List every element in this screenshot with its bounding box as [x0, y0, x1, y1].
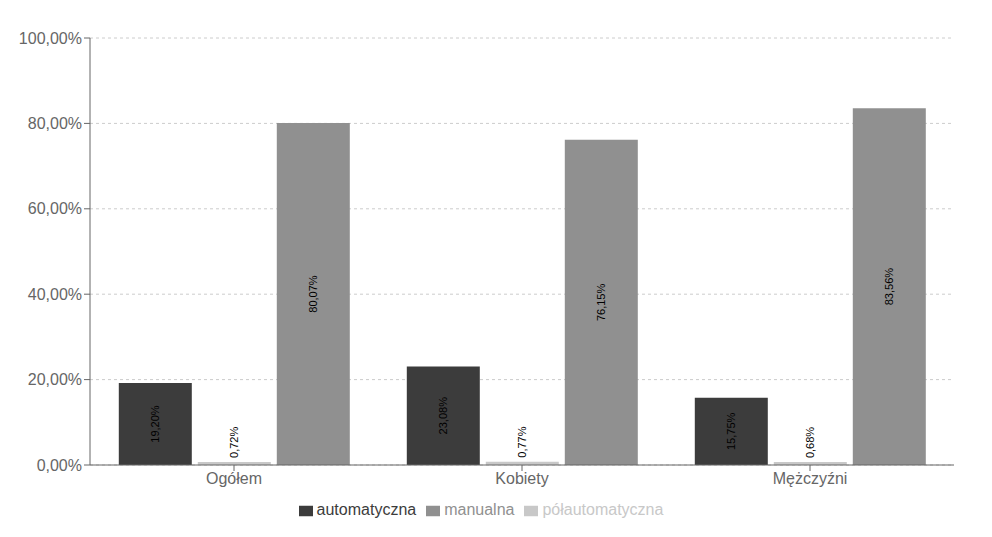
svg-text:15,75%: 15,75% [725, 413, 737, 451]
svg-text:80,07%: 80,07% [307, 275, 319, 313]
svg-text:Kobiety: Kobiety [495, 470, 548, 487]
svg-text:83,56%: 83,56% [883, 268, 895, 306]
svg-text:0,72%: 0,72% [228, 427, 240, 458]
svg-text:23,08%: 23,08% [437, 397, 449, 435]
svg-text:60,00%: 60,00% [28, 200, 82, 217]
html-text:manualna: manualna [444, 501, 515, 518]
svg-text:19,20%: 19,20% [149, 405, 161, 443]
html-text:półautomatyczna: półautomatyczna [542, 501, 664, 518]
svg-text:0,00%: 0,00% [37, 457, 82, 474]
svg-text:80,00%: 80,00% [28, 115, 82, 132]
svg-text:Mężczyźni: Mężczyźni [773, 470, 848, 487]
svg-text:20,00%: 20,00% [28, 371, 82, 388]
svg-text:0,68%: 0,68% [804, 427, 816, 458]
svg-text:40,00%: 40,00% [28, 286, 82, 303]
svg-text:76,15%: 76,15% [595, 284, 607, 322]
svg-text:100,00%: 100,00% [19, 30, 82, 47]
svg-text:Ogółem: Ogółem [206, 470, 262, 487]
html-text:automatyczna: automatyczna [316, 501, 417, 518]
svg-text:0,77%: 0,77% [516, 426, 528, 457]
